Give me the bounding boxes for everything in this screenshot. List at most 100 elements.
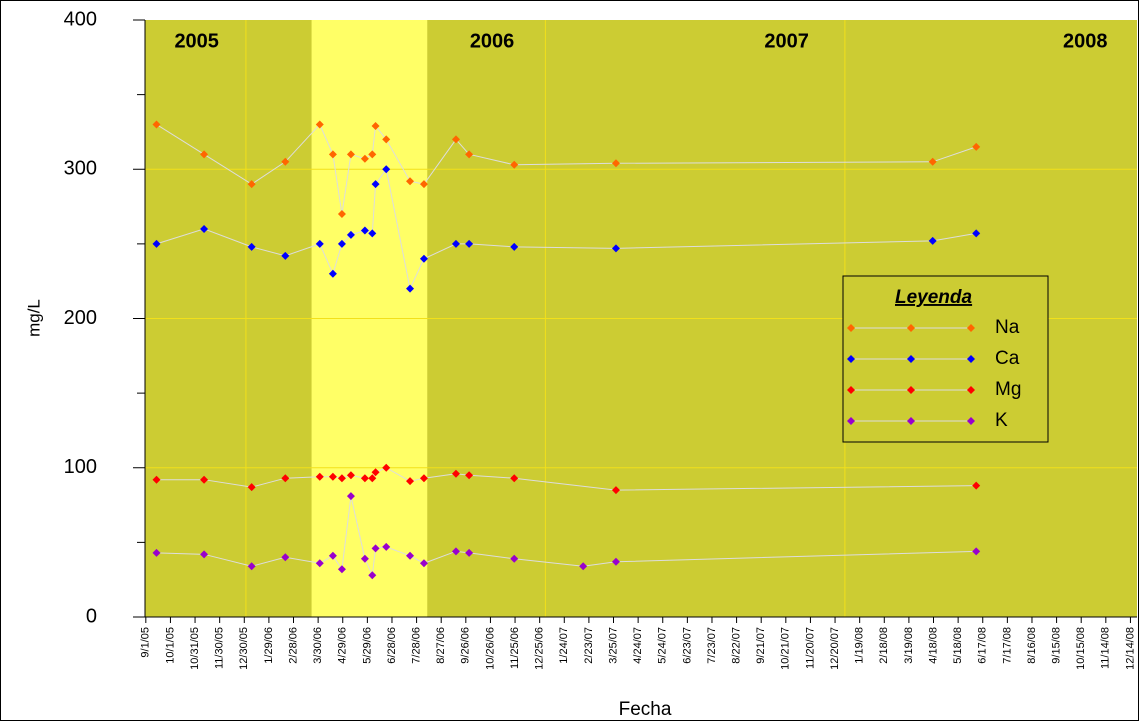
x-tick-label: 5/29/06 bbox=[361, 627, 373, 664]
data-point bbox=[371, 180, 380, 189]
legend-marker bbox=[907, 324, 915, 332]
x-tick-label: 6/23/07 bbox=[681, 627, 693, 664]
data-point bbox=[510, 242, 519, 251]
x-tick-label: 10/21/07 bbox=[780, 627, 792, 670]
x-tick-label: 8/16/08 bbox=[1026, 627, 1038, 664]
legend-marker bbox=[847, 386, 855, 394]
x-tick-label: 11/14/08 bbox=[1100, 627, 1112, 669]
x-tick-label: 9/26/06 bbox=[460, 627, 472, 664]
year-label: 2008 bbox=[1063, 30, 1108, 52]
x-tick-label: 7/23/07 bbox=[706, 627, 718, 664]
data-point bbox=[465, 471, 474, 480]
data-point bbox=[200, 224, 209, 233]
year-label: 2005 bbox=[174, 30, 219, 52]
data-point bbox=[152, 120, 161, 129]
data-point bbox=[611, 486, 620, 495]
legend-marker bbox=[967, 324, 975, 332]
data-point bbox=[247, 242, 256, 251]
data-point bbox=[281, 157, 290, 166]
x-tick-label: 11/20/07 bbox=[804, 627, 816, 669]
data-point bbox=[406, 177, 415, 186]
data-point bbox=[611, 557, 620, 566]
data-point bbox=[972, 142, 981, 151]
data-point bbox=[451, 547, 460, 556]
data-point bbox=[419, 254, 428, 263]
x-tick-label: 6/17/08 bbox=[977, 627, 989, 664]
data-point bbox=[346, 492, 355, 501]
data-point bbox=[451, 469, 460, 478]
data-point bbox=[510, 160, 519, 169]
x-tick-label: 8/27/06 bbox=[435, 627, 447, 664]
data-point bbox=[368, 571, 377, 580]
y-tick-label: 100 bbox=[64, 456, 97, 478]
legend-marker bbox=[907, 355, 915, 363]
x-tick-label: 9/15/08 bbox=[1050, 627, 1062, 664]
data-point bbox=[382, 165, 391, 174]
data-point bbox=[465, 150, 474, 159]
data-point bbox=[465, 548, 474, 557]
data-point bbox=[337, 210, 346, 219]
data-point bbox=[510, 554, 519, 563]
data-point bbox=[247, 483, 256, 492]
data-point bbox=[371, 468, 380, 477]
x-tick-label: 2/28/06 bbox=[287, 627, 299, 664]
data-point bbox=[419, 180, 428, 189]
x-tick-label: 12/25/06 bbox=[534, 627, 546, 670]
legend: Leyenda Na Ca Mg K bbox=[842, 275, 1049, 443]
y-axis-label: mg/L bbox=[24, 299, 43, 337]
legend-label: Mg bbox=[995, 379, 1021, 400]
data-point bbox=[611, 159, 620, 168]
data-point bbox=[360, 226, 369, 235]
data-point bbox=[337, 474, 346, 483]
series-line bbox=[156, 495, 977, 578]
data-point bbox=[281, 474, 290, 483]
data-point bbox=[315, 472, 324, 481]
x-tick-label: 3/19/08 bbox=[903, 627, 915, 664]
y-tick-label: 300 bbox=[64, 158, 97, 180]
x-tick-label: 1/19/08 bbox=[854, 627, 866, 664]
data-point bbox=[328, 150, 337, 159]
x-tick-label: 12/20/07 bbox=[829, 627, 841, 670]
data-point bbox=[972, 547, 981, 556]
data-point bbox=[371, 544, 380, 553]
data-point bbox=[346, 150, 355, 159]
data-point bbox=[200, 150, 209, 159]
data-point bbox=[419, 474, 428, 483]
data-point bbox=[451, 239, 460, 248]
data-point bbox=[368, 229, 377, 238]
y-tick-label: 0 bbox=[86, 605, 97, 627]
legend-marker bbox=[847, 417, 855, 425]
data-point bbox=[152, 548, 161, 557]
data-point bbox=[371, 121, 380, 130]
x-tick-label: 11/25/06 bbox=[509, 627, 521, 669]
year-label: 2006 bbox=[470, 30, 515, 52]
x-tick-label: 9/1/05 bbox=[140, 627, 152, 658]
data-point bbox=[328, 472, 337, 481]
data-point bbox=[200, 550, 209, 559]
data-point bbox=[247, 562, 256, 571]
x-tick-label: 3/30/06 bbox=[312, 627, 324, 664]
x-tick-label: 10/26/06 bbox=[484, 627, 496, 670]
legend-label: K bbox=[995, 410, 1008, 431]
legend-label: Ca bbox=[995, 348, 1020, 369]
series-line bbox=[156, 168, 977, 291]
data-point bbox=[928, 157, 937, 166]
data-point bbox=[315, 120, 324, 129]
legend-marker bbox=[967, 386, 975, 394]
x-tick-label: 10/15/08 bbox=[1075, 627, 1087, 670]
x-tick-label: 2/18/08 bbox=[878, 627, 890, 664]
x-tick-label: 5/24/07 bbox=[657, 627, 669, 664]
legend-marker bbox=[907, 417, 915, 425]
data-point bbox=[328, 551, 337, 560]
x-tick-label: 2/23/07 bbox=[583, 627, 595, 664]
legend-title: Leyenda bbox=[895, 287, 973, 308]
data-point bbox=[382, 542, 391, 551]
x-tick-label: 11/30/05 bbox=[214, 627, 226, 669]
data-point bbox=[346, 230, 355, 239]
data-point bbox=[281, 251, 290, 260]
legend-marker bbox=[967, 355, 975, 363]
legend-marker bbox=[967, 417, 975, 425]
x-tick-label: 4/18/08 bbox=[927, 627, 939, 664]
y-tick-label: 200 bbox=[64, 307, 97, 329]
